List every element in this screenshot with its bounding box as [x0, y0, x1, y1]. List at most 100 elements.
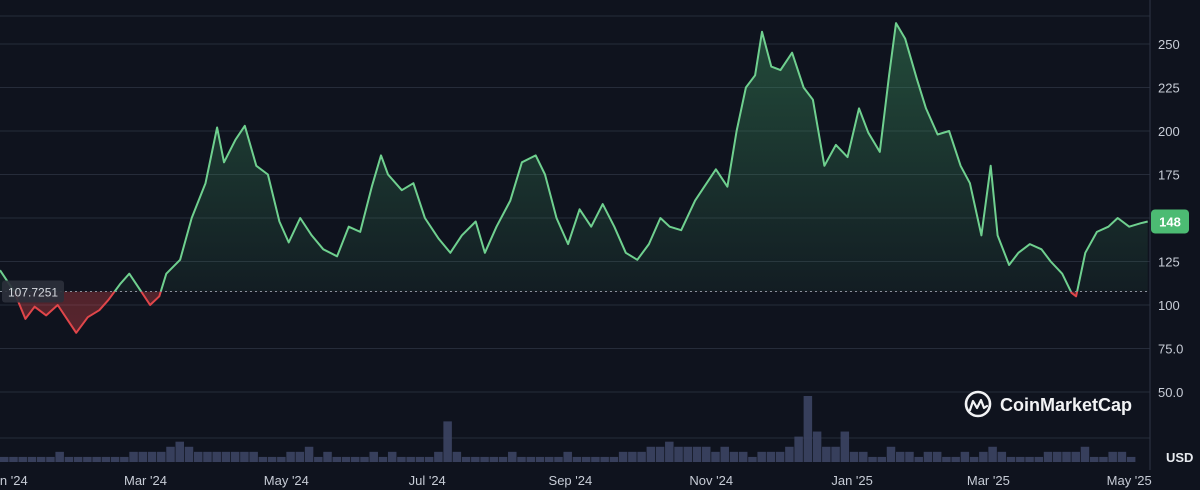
- volume-bar: [849, 451, 859, 462]
- volume-bar: [1043, 451, 1053, 462]
- volume-bar: [997, 451, 1007, 462]
- volume-bar: [314, 456, 323, 462]
- volume-bar: [193, 451, 203, 462]
- x-tick-label: May '25: [1107, 473, 1152, 488]
- volume-bar: [304, 446, 314, 462]
- volume-bar: [221, 451, 231, 462]
- volume-bar: [914, 456, 923, 462]
- current-price-box: [1151, 209, 1189, 234]
- volume-bar: [535, 456, 545, 462]
- volume-bar: [203, 451, 212, 462]
- volume-bar: [757, 451, 766, 462]
- y-tick-label: 50.0: [1158, 385, 1183, 400]
- volume-bar: [1062, 451, 1071, 462]
- volume-bar: [498, 456, 508, 462]
- volume-bar: [1006, 456, 1016, 462]
- volume-bar: [702, 446, 711, 462]
- volume-bar: [55, 451, 64, 462]
- volume-bar: [508, 451, 517, 462]
- volume-bar: [803, 396, 813, 462]
- volume-bar: [18, 456, 27, 462]
- volume-bar: [618, 451, 628, 462]
- x-axis: Jan '24 Mar '24 May '24 Jul '24 Sep '24 Nov '…: [0, 473, 1152, 488]
- volume-bar: [129, 451, 138, 462]
- currency-label: USD: [1166, 450, 1193, 465]
- volume-bar: [951, 456, 960, 462]
- volume-bar: [452, 451, 462, 462]
- volume-bar: [655, 446, 665, 462]
- volume-bar: [609, 456, 619, 462]
- x-tick-label: Mar '24: [124, 473, 167, 488]
- current-price-text: 148: [1159, 214, 1181, 229]
- volume-bar: [406, 456, 415, 462]
- x-tick-label: Nov '24: [689, 473, 733, 488]
- volume-bar: [886, 446, 896, 462]
- volume-bar: [877, 456, 887, 462]
- volume-bar: [332, 456, 342, 462]
- y-tick-label: 100: [1158, 298, 1180, 313]
- volume-bar: [184, 446, 194, 462]
- volume-bar: [960, 451, 970, 462]
- volume-bar: [286, 451, 295, 462]
- coinmarketcap-logo: CoinMarketCap: [964, 390, 1132, 418]
- price-lines: [0, 22, 1148, 334]
- volume-bar: [351, 456, 360, 462]
- x-tick-label: Sep '24: [549, 473, 593, 488]
- volume-bar: [277, 456, 286, 462]
- baseline-label-text: 107.7251: [8, 286, 58, 300]
- volume-bar: [572, 456, 582, 462]
- volume-bar: [166, 446, 175, 462]
- volume-bar: [240, 451, 249, 462]
- volume-bar: [258, 456, 268, 462]
- volume-bar: [665, 441, 674, 462]
- brand-name: CoinMarketCap: [1000, 395, 1132, 415]
- volume-bar: [822, 446, 831, 462]
- volume-bar: [9, 456, 18, 462]
- baseline-label-box: [2, 280, 64, 303]
- volume-bar: [489, 456, 499, 462]
- volume-bar: [868, 456, 877, 462]
- volume-bar: [73, 456, 83, 462]
- current-price-badge: 148: [1151, 209, 1189, 234]
- volume-bar: [812, 431, 822, 462]
- volume-bar: [341, 456, 351, 462]
- volume-bar: [1016, 456, 1025, 462]
- volume-bar: [859, 451, 868, 462]
- volume-bar: [554, 456, 563, 462]
- volume-bar: [1126, 456, 1136, 462]
- volume-bar: [1089, 456, 1099, 462]
- volume-bar: [1080, 446, 1090, 462]
- x-tick-label: Jan '24: [0, 473, 28, 488]
- volume-bar: [591, 456, 600, 462]
- volume-bar: [581, 456, 591, 462]
- x-tick-label: Jan '25: [831, 473, 873, 488]
- volume-bar: [544, 456, 554, 462]
- volume-bar: [415, 456, 425, 462]
- x-tick-label: May '24: [264, 473, 309, 488]
- volume-bar: [840, 431, 850, 462]
- volume-bar: [1034, 456, 1044, 462]
- volume-bars: [0, 396, 1136, 462]
- volume-bar: [895, 451, 905, 462]
- volume-bar: [323, 451, 332, 462]
- volume-bar: [249, 451, 258, 462]
- volume-bar: [36, 456, 46, 462]
- volume-bar: [27, 456, 37, 462]
- volume-bar: [147, 451, 157, 462]
- volume-bar: [461, 456, 471, 462]
- volume-bar: [674, 446, 683, 462]
- volume-bar: [0, 456, 9, 462]
- volume-bar: [175, 441, 185, 462]
- price-area-fill: [0, 23, 1148, 333]
- volume-bar: [230, 451, 240, 462]
- volume-bar: [1108, 451, 1117, 462]
- volume-bar: [64, 456, 74, 462]
- volume-bar: [110, 456, 120, 462]
- volume-bar: [360, 456, 369, 462]
- volume-bar: [729, 451, 739, 462]
- volume-bar: [295, 451, 305, 462]
- y-tick-label: 250: [1158, 37, 1180, 52]
- volume-bar: [83, 456, 92, 462]
- volume-bar: [517, 456, 526, 462]
